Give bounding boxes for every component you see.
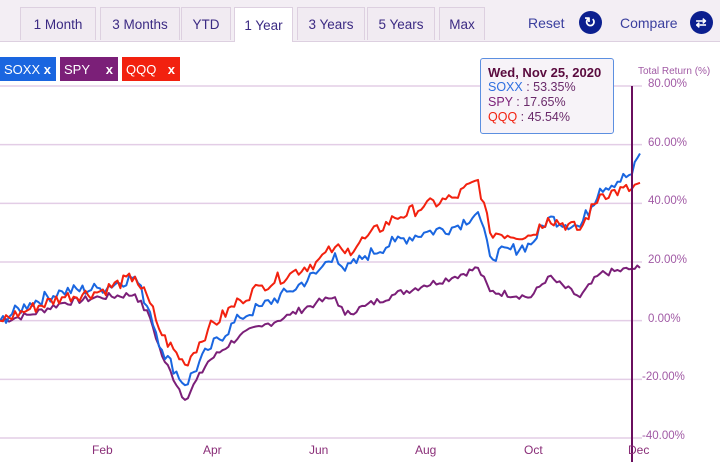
series-line-soxx[interactable] [0,152,641,387]
remove-spy-icon[interactable]: x [105,61,113,77]
tooltip-sep: : [512,95,524,109]
chip-symbol: QQQ [126,61,157,77]
tooltip-symbol: SOXX [488,80,523,94]
tab-3-months[interactable]: 3 Months [100,7,180,40]
hover-tooltip: Wed, Nov 25, 2020 SOXX : 53.35% SPY : 17… [480,58,614,134]
tab-1-year[interactable]: 1 Year [234,7,293,42]
chip-soxx: SOXX x [0,57,56,81]
x-tick-label: Aug [415,443,437,457]
compare-label: Compare [620,14,678,31]
tooltip-row-soxx: SOXX : 53.35% [488,80,613,95]
timeframe-toolbar: 1 Month 3 Months YTD 1 Year 3 Years 5 Ye… [0,0,720,42]
tab-ytd[interactable]: YTD [181,7,231,40]
compare-button[interactable]: Compare ⇄ [620,11,713,34]
y-tick-label: 40.00% [648,195,688,208]
chip-qqq: QQQ x [122,57,180,81]
x-tick-label: Oct [524,443,543,457]
tooltip-sep: : [522,80,534,94]
tab-5-years[interactable]: 5 Years [367,7,435,40]
remove-soxx-icon[interactable]: x [43,61,51,77]
reset-button[interactable]: Reset ↻ [528,11,602,34]
y-tick-label: -40.00% [642,430,685,442]
x-tick-label: Feb [92,443,113,457]
y-tick-label: 0.00% [648,312,681,325]
tooltip-date: Wed, Nov 25, 2020 [488,65,602,80]
y-tick-label: 60.00% [648,136,688,149]
tooltip-sep: : [517,110,528,124]
tooltip-row-spy: SPY : 17.65% [488,95,613,110]
gridlines [0,85,642,439]
remove-qqq-icon[interactable]: x [167,61,175,77]
refresh-icon[interactable]: ↻ [578,11,602,34]
swap-arrows-icon[interactable]: ⇄ [689,11,713,34]
tooltip-value: 53.35% [533,80,576,94]
y-axis-title: Total Return (%) [638,66,711,77]
tab-max[interactable]: Max [439,7,485,40]
series-lines [0,152,641,401]
x-tick-label: Apr [203,443,222,457]
tooltip-row-qqq: QQQ : 45.54% [488,110,613,125]
chip-symbol: SOXX [4,61,41,77]
tooltip-symbol: SPY [488,95,513,109]
y-tick-label: 20.00% [648,254,688,266]
chip-symbol: SPY [64,61,91,77]
tab-3-years[interactable]: 3 Years [297,7,365,40]
y-tick-label: -20.00% [642,371,685,384]
chip-spy: SPY x [60,57,118,81]
tab-1-month[interactable]: 1 Month [20,7,96,40]
y-tick-label: 80.00% [648,78,688,90]
x-tick-label: Jun [309,443,329,457]
series-line-qqq[interactable] [0,178,641,367]
tooltip-value: 17.65% [523,95,566,109]
tooltip-value: 45.54% [527,110,570,124]
symbol-chips: SOXX x SPY x QQQ x [0,57,180,81]
series-line-spy[interactable] [0,264,641,401]
tooltip-symbol: QQQ [488,110,518,124]
reset-label: Reset [528,14,565,31]
x-tick-label: Dec [628,443,650,457]
